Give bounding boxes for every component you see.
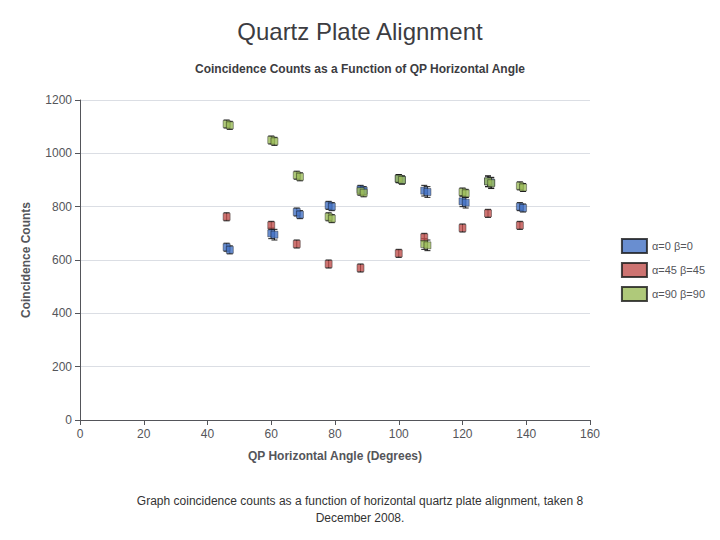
svg-text:December 2008.: December 2008. xyxy=(316,511,405,525)
svg-text:40: 40 xyxy=(201,427,215,441)
svg-text:0: 0 xyxy=(77,427,84,441)
svg-text:400: 400 xyxy=(52,306,72,320)
svg-text:120: 120 xyxy=(452,427,472,441)
svg-text:800: 800 xyxy=(52,200,72,214)
svg-text:140: 140 xyxy=(516,427,536,441)
svg-text:600: 600 xyxy=(52,253,72,267)
svg-text:80: 80 xyxy=(328,427,342,441)
svg-text:α=0 β=0: α=0 β=0 xyxy=(652,240,693,252)
svg-text:60: 60 xyxy=(265,427,279,441)
svg-text:160: 160 xyxy=(580,427,600,441)
svg-text:0: 0 xyxy=(65,413,72,427)
svg-text:α=90 β=90: α=90 β=90 xyxy=(652,288,705,300)
svg-text:1000: 1000 xyxy=(45,146,72,160)
svg-text:1200: 1200 xyxy=(45,93,72,107)
svg-text:Coincidence Counts: Coincidence Counts xyxy=(19,202,33,318)
svg-text:QP Horizontal Angle (Degrees): QP Horizontal Angle (Degrees) xyxy=(248,449,422,463)
svg-text:100: 100 xyxy=(389,427,409,441)
svg-text:Coincidence Counts as a Functi: Coincidence Counts as a Function of QP H… xyxy=(195,62,525,76)
svg-text:Graph coincidence counts as a: Graph coincidence counts as a function o… xyxy=(137,494,584,508)
svg-text:20: 20 xyxy=(137,427,151,441)
svg-text:Quartz Plate Alignment: Quartz Plate Alignment xyxy=(237,18,483,45)
svg-text:α=45 β=45: α=45 β=45 xyxy=(652,264,705,276)
svg-text:200: 200 xyxy=(52,360,72,374)
